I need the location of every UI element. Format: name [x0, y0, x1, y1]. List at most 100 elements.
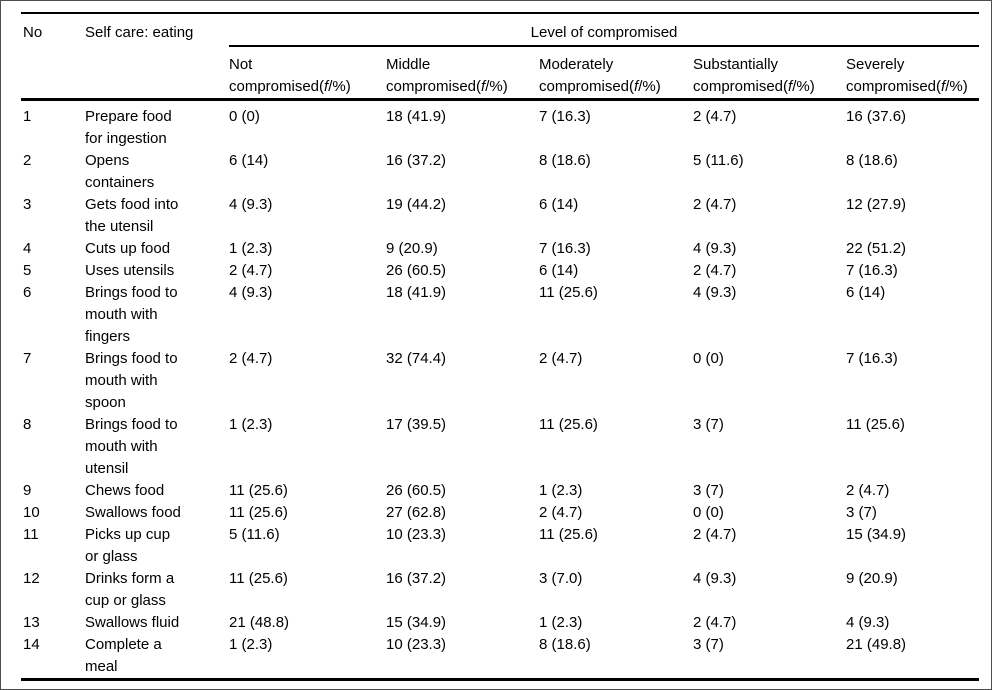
header-line-top: Moderately — [539, 56, 614, 73]
header-line-bottom: compromised( — [386, 78, 482, 95]
cell-value: 26 (60.5) — [386, 262, 447, 279]
frequency-symbol: f — [788, 78, 793, 95]
frequency-symbol: f — [634, 78, 639, 95]
activity-label: Cuts up food — [85, 240, 171, 257]
cell-value: 4 (9.3) — [693, 570, 737, 587]
cell-value: 4 (9.3) — [693, 284, 737, 301]
cell-value: 15 (34.9) — [846, 526, 907, 543]
cell-value: 2 (4.7) — [539, 504, 583, 521]
cell-value: 11 (25.6) — [539, 284, 598, 301]
row-number: 3 — [23, 196, 32, 213]
activity-label: Complete a meal — [85, 636, 162, 675]
activity-label: Brings food to mouth with spoon — [85, 350, 178, 411]
cell-value: 2 (4.7) — [693, 262, 737, 279]
cell-value: 2 (4.7) — [693, 614, 737, 631]
activity-label: Opens containers — [85, 152, 155, 191]
cell-value: 16 (37.2) — [386, 570, 447, 587]
activity-label: Prepare food for ingestion — [85, 108, 172, 147]
cell-value: 22 (51.2) — [846, 240, 907, 257]
cell-value: 11 (25.6) — [229, 504, 288, 521]
cell-value: 2 (4.7) — [229, 262, 273, 279]
cell-value: 27 (62.8) — [386, 504, 447, 521]
cell-value: 18 (41.9) — [386, 108, 447, 125]
cell-value: 9 (20.9) — [846, 570, 898, 587]
cell-value: 1 (2.3) — [229, 240, 273, 257]
header-line-bottom: compromised( — [229, 78, 325, 95]
header-line-bottom: compromised( — [539, 78, 635, 95]
row-number: 2 — [23, 152, 32, 169]
header-line-suffix: /%) — [485, 78, 508, 95]
cell-value: 6 (14) — [846, 284, 886, 301]
cell-value: 4 (9.3) — [229, 196, 273, 213]
row-number: 6 — [23, 284, 32, 301]
cell-value: 0 (0) — [693, 350, 724, 367]
cell-value: 1 (2.3) — [539, 614, 583, 631]
row-number: 9 — [23, 482, 32, 499]
frequency-symbol: f — [481, 78, 486, 95]
cell-value: 2 (4.7) — [693, 108, 737, 125]
header-line-bottom: compromised( — [693, 78, 789, 95]
header-line-top: Severely — [846, 56, 905, 73]
cell-value: 7 (16.3) — [539, 108, 591, 125]
cell-value: 3 (7.0) — [539, 570, 583, 587]
table-row: 5 Uses utensils 2 (4.7) 26 (60.5) 6 (14) 2 … — [21, 260, 979, 282]
activity-label: Swallows food — [85, 504, 181, 521]
table-row: 7 Brings food to mouth with spoon 2 (4.7… — [21, 348, 979, 414]
cell-value: 7 (16.3) — [539, 240, 591, 257]
cell-value: 11 (25.6) — [539, 416, 598, 433]
header-line-top: Middle — [386, 56, 431, 73]
header-row-levels: Not compromised(f/%) Middle compromised(f/… — [21, 46, 980, 101]
cell-value: 8 (18.6) — [846, 152, 898, 169]
cell-value: 5 (11.6) — [693, 152, 744, 169]
activity-label: Picks up cup or glass — [85, 526, 171, 565]
table-row: 13 Swallows fluid 21 (48.8) 15 (34.9) 1 (2… — [21, 612, 979, 634]
cell-value: 3 (7) — [693, 416, 724, 433]
column-header-level-group: Level of compromised — [229, 13, 980, 47]
row-number: 11 — [23, 526, 39, 543]
cell-value: 11 (25.6) — [229, 570, 288, 587]
table-row: 9 Chews food 11 (25.6) 26 (60.5) 1 (2.3) 3 … — [21, 480, 979, 502]
cell-value: 16 (37.6) — [846, 108, 907, 125]
table-row: 10 Swallows food 11 (25.6) 27 (62.8) 2 (4.… — [21, 502, 979, 524]
cell-value: 4 (9.3) — [846, 614, 890, 631]
column-header-category: Self care: eating — [85, 13, 229, 101]
header-line-bottom: compromised( — [846, 78, 942, 95]
cell-value: 8 (18.6) — [539, 636, 591, 653]
activity-label: Drinks form a cup or glass — [85, 570, 175, 609]
table-row: 6 Brings food to mouth with fingers 4 (9… — [21, 282, 979, 348]
row-number: 5 — [23, 262, 32, 279]
table-row: 14 Complete a meal 1 (2.3) 10 (23.3) 8 (18… — [21, 634, 979, 680]
cell-value: 32 (74.4) — [386, 350, 447, 367]
frequency-symbol: f — [941, 78, 946, 95]
table-row: 8 Brings food to mouth with utensil 1 (2… — [21, 414, 979, 480]
header-line-top: Not — [229, 56, 253, 73]
header-line-suffix: /%) — [945, 78, 968, 95]
cell-value: 18 (41.9) — [386, 284, 447, 301]
table-row: 12 Drinks form a cup or glass 11 (25.6) 1… — [21, 568, 979, 612]
column-header-not-compromised: Not compromised(f/%) — [229, 46, 386, 101]
header-line-suffix: /%) — [328, 78, 351, 95]
table-row: 2 Opens containers 6 (14) 16 (37.2) 8 (18.… — [21, 150, 979, 194]
cell-value: 21 (49.8) — [846, 636, 907, 653]
row-number: 13 — [23, 614, 40, 631]
column-header-moderately-compromised: Moderately compromised(f/%) — [539, 46, 693, 101]
table-header: No Self care: eating Level of compromise… — [21, 13, 980, 101]
cell-value: 11 (25.6) — [539, 526, 598, 543]
row-number: 12 — [23, 570, 40, 587]
column-header-no: No — [21, 13, 85, 101]
activity-label: Brings food to mouth with fingers — [85, 284, 178, 345]
cell-value: 11 (25.6) — [229, 482, 288, 499]
table-row: 1 Prepare food for ingestion 0 (0) 18 (41… — [21, 100, 979, 151]
cell-value: 2 (4.7) — [539, 350, 583, 367]
cell-value: 26 (60.5) — [386, 482, 447, 499]
cell-value: 21 (48.8) — [229, 614, 290, 631]
cell-value: 6 (14) — [539, 196, 579, 213]
header-line-suffix: /%) — [792, 78, 815, 95]
cell-value: 5 (11.6) — [229, 526, 280, 543]
activity-label: Uses utensils — [85, 262, 175, 279]
activity-label: Chews food — [85, 482, 165, 499]
cell-value: 1 (2.3) — [539, 482, 583, 499]
column-header-severely-compromised: Severely compromised(f/%) — [846, 46, 980, 101]
cell-value: 6 (14) — [229, 152, 269, 169]
cell-value: 3 (7) — [693, 482, 724, 499]
